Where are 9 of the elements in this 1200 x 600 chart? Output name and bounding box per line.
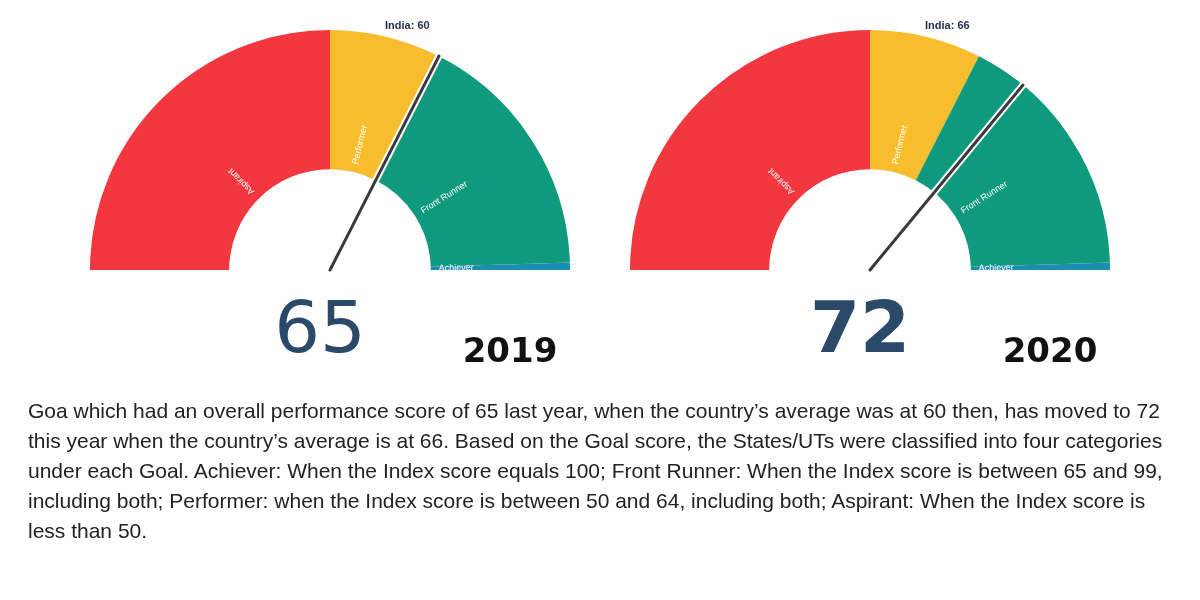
slice-label: Performer — [350, 124, 370, 166]
text: 2020 — [1002, 330, 1098, 370]
text: India: 60 — [385, 19, 430, 32]
slice-label: Performer — [890, 124, 910, 166]
text: 65 — [274, 285, 366, 369]
text: 2019 — [462, 330, 558, 370]
text: India: 66 — [925, 19, 970, 32]
text: 72 — [809, 285, 911, 369]
text: Goa which had an overall performance score of 65 last year, when the country’s average was at 60 then, has moved to 72 this year when the country’s average is at 66. Based on the Goal score, the States/UTs were classified into four categories under each Goal. Achiever: When the Index score equals 100; Front Runner: When the Index score is between 65 and 99, including both; Performer: when the Index score is between 50 and 64, including both; Aspirant: When the Index score is less than 50. — [28, 398, 1164, 544]
